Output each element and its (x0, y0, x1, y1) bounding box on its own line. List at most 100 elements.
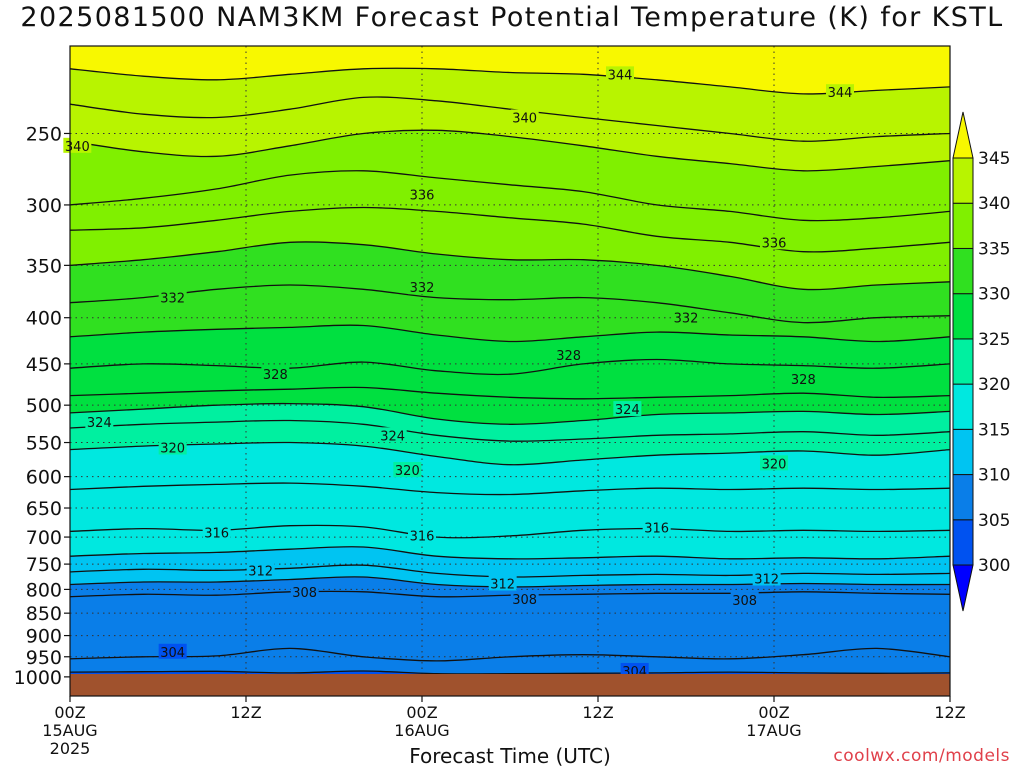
svg-text:316: 316 (204, 527, 229, 542)
isentrope-304 (70, 670, 950, 675)
contour-label-312: 312 (752, 570, 781, 587)
contour-label-344: 344 (606, 66, 634, 83)
x-tick-label: 16AUG (394, 721, 449, 740)
contour-label-320: 320 (393, 462, 422, 479)
svg-text:308: 308 (512, 593, 537, 608)
isentrope-324 (70, 402, 950, 425)
contour-label-308: 308 (730, 592, 759, 609)
contour-label-336: 336 (760, 234, 788, 251)
svg-text:336: 336 (762, 236, 787, 251)
isentrope-lines (70, 67, 950, 675)
isentrope-306 (70, 647, 950, 662)
colorbar-arrow-top (952, 111, 974, 159)
y-tick-label: 250 (26, 123, 62, 145)
y-axis: 2503003504004505005506006507007508008509… (14, 123, 70, 689)
svg-text:344: 344 (608, 68, 633, 83)
credit-text: coolwx.com/models (833, 746, 1010, 766)
colorbar-label: 345 (978, 149, 1010, 169)
svg-text:340: 340 (512, 111, 537, 126)
y-tick-label: 950 (26, 647, 62, 669)
svg-text:308: 308 (732, 594, 757, 609)
isentrope-314 (70, 546, 950, 560)
svg-text:316: 316 (410, 529, 435, 544)
isentrope-326 (70, 386, 950, 400)
svg-text:324: 324 (380, 429, 405, 444)
svg-text:328: 328 (791, 373, 816, 388)
colorbar-label: 325 (978, 330, 1010, 350)
colorbar: 300 305 310 315 320 325 330 335 340 345 (952, 111, 1010, 612)
x-tick-label: 15AUG (42, 721, 97, 740)
colorbar-label: 320 (978, 375, 1010, 395)
isentrope-336 (70, 206, 950, 253)
colorbar-band (952, 519, 974, 566)
y-tick-label: 550 (26, 433, 62, 455)
contour-label-324: 324 (613, 401, 642, 418)
contour-label-328: 328 (261, 366, 290, 383)
contour-label-324: 324 (378, 427, 407, 444)
contour-label-316: 316 (408, 527, 436, 544)
y-tick-label: 350 (26, 255, 62, 277)
y-tick-label: 500 (26, 395, 62, 417)
contour-label-336: 336 (408, 186, 436, 203)
isentrope-344 (70, 67, 950, 95)
colorbar-band (952, 474, 974, 521)
x-tick-label: 12Z (934, 703, 965, 722)
contour-label-340: 340 (510, 109, 539, 126)
contour-label-340: 340 (63, 137, 92, 155)
svg-text:332: 332 (160, 292, 185, 307)
contour-label-332: 332 (672, 309, 700, 327)
x-axis-title: Forecast Time (UTC) (409, 744, 611, 768)
contour-label-312: 312 (246, 562, 275, 579)
colorbar-label: 310 (978, 466, 1010, 486)
isentrope-340 (70, 129, 950, 172)
svg-text:328: 328 (263, 368, 288, 383)
isentrope-332 (70, 284, 950, 324)
y-tick-label: 400 (26, 308, 62, 330)
contour-label-328: 328 (554, 347, 583, 364)
x-tick-label: 2025 (50, 739, 91, 758)
y-tick-label: 600 (26, 467, 62, 489)
svg-text:312: 312 (754, 572, 779, 587)
contour-label-308: 308 (290, 583, 319, 601)
contour-label-320: 320 (760, 455, 788, 472)
colorbar-band (952, 157, 974, 204)
svg-text:328: 328 (556, 349, 581, 364)
filled-contours (70, 46, 950, 696)
isentrope-334 (70, 241, 950, 291)
svg-text:316: 316 (644, 521, 669, 536)
contour-label-304: 304 (158, 643, 187, 661)
colorbar-label: 335 (978, 239, 1010, 259)
x-tick-label: 12Z (582, 703, 613, 722)
x-tick-label: 00Z (54, 703, 85, 722)
y-tick-label: 450 (26, 354, 62, 376)
x-tick-label: 17AUG (746, 721, 801, 740)
x-tick-label: 00Z (758, 703, 789, 722)
svg-text:324: 324 (615, 403, 640, 418)
colorbar-band (952, 247, 974, 295)
svg-text:344: 344 (828, 86, 853, 101)
plot-frame (69, 45, 951, 697)
colorbar-arrow-bottom (952, 564, 974, 612)
svg-text:324: 324 (87, 416, 112, 431)
svg-text:332: 332 (410, 281, 435, 296)
y-tick-label: 800 (26, 579, 62, 601)
contour-labels: 344 344 340 340 336 336 332 332 332 328 328 328 324 3… (63, 66, 854, 680)
isentrope-342 (70, 96, 950, 142)
contour-label-312: 312 (488, 575, 517, 592)
isentrope-322 (70, 419, 950, 442)
chart-title: 2025081500 NAM3KM Forecast Potential Tem… (20, 2, 1004, 33)
svg-text:336: 336 (410, 188, 435, 203)
contour-label-324: 324 (85, 414, 114, 431)
y-tick-label: 750 (26, 554, 62, 576)
isentrope-328 (70, 358, 950, 376)
contour-label-316: 316 (202, 524, 231, 542)
isentrope-320 (70, 441, 950, 466)
isentrope-330 (70, 324, 950, 343)
colorbar-label: 315 (978, 420, 1010, 440)
x-tick-label: 00Z (406, 703, 437, 722)
colorbar-band (952, 202, 974, 249)
svg-text:304: 304 (160, 646, 185, 661)
y-tick-label: 1000 (14, 667, 62, 689)
colorbar-label: 300 (978, 556, 1010, 576)
colorbar-band (952, 383, 974, 430)
